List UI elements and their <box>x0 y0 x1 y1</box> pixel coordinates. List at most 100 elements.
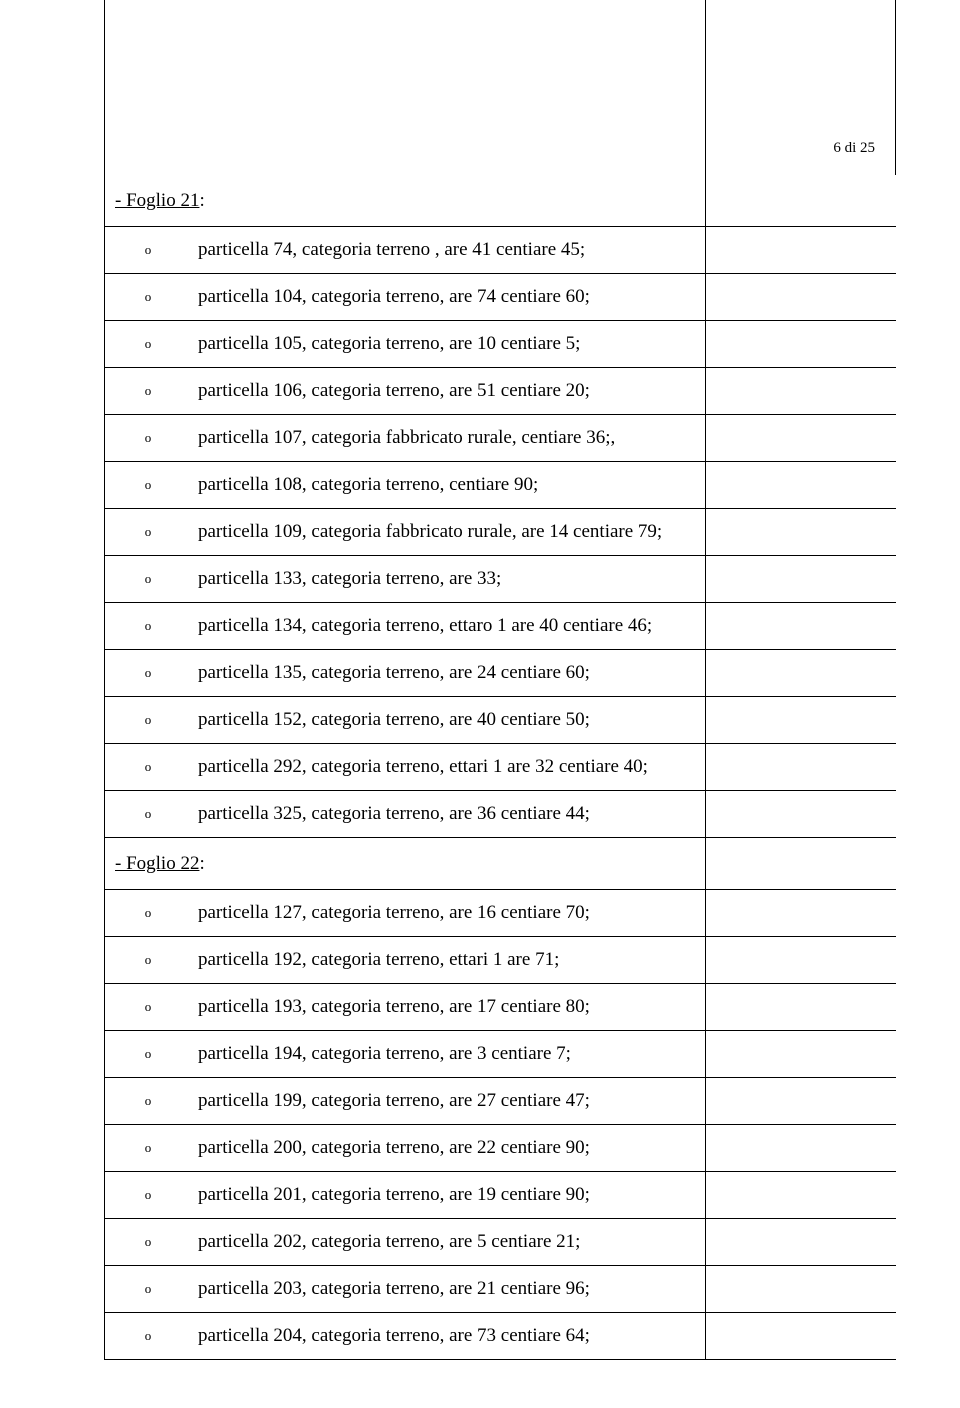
bullet-icon: o <box>143 1093 153 1109</box>
item-row: oparticella 104, categoria terreno, are … <box>0 274 960 321</box>
col-right <box>706 984 896 1031</box>
bullet-icon: o <box>143 712 153 728</box>
col-mid: oparticella 193, categoria terreno, are … <box>105 984 706 1031</box>
item-content: oparticella 107, categoria fabbricato ru… <box>105 427 705 449</box>
col-left <box>0 937 105 984</box>
col-left <box>0 890 105 937</box>
item-row: o particella 192, categoria terreno, etta… <box>0 937 960 984</box>
col-right <box>706 274 896 321</box>
col-mid: oparticella 135, categoria terreno, are … <box>105 650 706 697</box>
bullet-icon: o <box>143 806 153 822</box>
col-left <box>0 744 105 791</box>
col-mid: oparticella 104, categoria terreno, are … <box>105 274 706 321</box>
section-header-row: - Foglio 21: <box>0 175 960 227</box>
col-right <box>706 744 896 791</box>
item-content: o particella 105, categoria terreno, are… <box>105 333 705 355</box>
col-right <box>706 1172 896 1219</box>
col-right <box>706 1266 896 1313</box>
item-content: oparticella 292, categoria terreno, etta… <box>105 756 705 778</box>
item-row: o particella 133, categoria terreno, are … <box>0 556 960 603</box>
item-text: particella 135, categoria terreno, are 2… <box>198 662 705 684</box>
bullet-icon: o <box>143 999 153 1015</box>
bullet-icon: o <box>143 1140 153 1156</box>
section-title: - Foglio 22 <box>115 853 199 874</box>
item-content: oparticella 193, categoria terreno, are … <box>105 996 705 1018</box>
section-colon: : <box>199 190 204 211</box>
bullet-icon: o <box>143 242 153 258</box>
item-text: particella 134, categoria terreno, ettar… <box>198 615 705 637</box>
item-content: oparticella 109, categoria fabbricato ru… <box>105 521 705 543</box>
item-row: oparticella 292, categoria terreno, etta… <box>0 744 960 791</box>
col-mid: oparticella 109, categoria fabbricato ru… <box>105 509 706 556</box>
item-text: particella 133, categoria terreno, are 3… <box>198 568 705 590</box>
header-col-mid <box>105 0 706 175</box>
bullet-icon: o <box>143 1328 153 1344</box>
col-left <box>0 509 105 556</box>
item-text: particella 325, categoria terreno, are 3… <box>198 803 705 825</box>
bullet-icon: o <box>143 618 153 634</box>
item-row: oparticella 108, categoria terreno, cent… <box>0 462 960 509</box>
col-right <box>706 1313 896 1360</box>
item-row: oparticella 193, categoria terreno, are … <box>0 984 960 1031</box>
col-right <box>706 368 896 415</box>
item-text: particella 192, categoria terreno, ettar… <box>198 949 705 971</box>
col-right <box>706 509 896 556</box>
bullet-icon: o <box>143 289 153 305</box>
col-right <box>706 1078 896 1125</box>
item-content: o particella 133, categoria terreno, are … <box>105 568 705 590</box>
bullet-icon: o <box>143 952 153 968</box>
col-left <box>0 838 105 890</box>
col-right <box>706 227 896 274</box>
col-right <box>706 890 896 937</box>
header-col-left <box>0 0 105 175</box>
col-mid: oparticella 199, categoria terreno, are … <box>105 1078 706 1125</box>
item-row: oparticella 200, categoria terreno, are … <box>0 1125 960 1172</box>
item-content: o particella 204, categoria terreno, are … <box>105 1325 705 1347</box>
section-colon: : <box>199 853 204 874</box>
col-left <box>0 1125 105 1172</box>
col-mid: oparticella 194, categoria terreno, are … <box>105 1031 706 1078</box>
bullet-icon: o <box>143 1187 153 1203</box>
bullet-icon: o <box>143 336 153 352</box>
bullet-icon: o <box>143 571 153 587</box>
col-right <box>706 415 896 462</box>
item-row: oparticella 194, categoria terreno, are … <box>0 1031 960 1078</box>
col-mid: o particella 74, categoria terreno , are … <box>105 227 706 274</box>
item-row: o particella 134, categoria terreno, etta… <box>0 603 960 650</box>
col-left <box>0 984 105 1031</box>
item-text: particella 127, categoria terreno, are 1… <box>198 902 705 924</box>
item-row: oparticella 201, categoria terreno, are … <box>0 1172 960 1219</box>
item-content: o particella 325, categoria terreno, are … <box>105 803 705 825</box>
item-text: particella 74, categoria terreno , are 4… <box>198 239 705 261</box>
col-mid: oparticella 201, categoria terreno, are … <box>105 1172 706 1219</box>
col-right <box>706 1125 896 1172</box>
item-content: o particella 192, categoria terreno, etta… <box>105 949 705 971</box>
col-mid: o particella 134, categoria terreno, etta… <box>105 603 706 650</box>
col-left <box>0 1031 105 1078</box>
item-row: o particella 325, categoria terreno, are … <box>0 791 960 838</box>
col-left <box>0 274 105 321</box>
item-text: particella 204, categoria terreno, are 7… <box>198 1325 705 1347</box>
col-left <box>0 1078 105 1125</box>
bottom-spacer <box>0 1360 960 1408</box>
header-row <box>0 0 960 175</box>
col-mid: o particella 204, categoria terreno, are … <box>105 1313 706 1360</box>
item-text: particella 202, categoria terreno, are 5… <box>198 1231 705 1253</box>
col-left <box>0 791 105 838</box>
item-content: oparticella 127, categoria terreno, are … <box>105 902 705 924</box>
col-mid: o particella 325, categoria terreno, are … <box>105 791 706 838</box>
col-left <box>0 321 105 368</box>
bullet-icon: o <box>143 1281 153 1297</box>
item-content: oparticella 106, categoria terreno, are … <box>105 380 705 402</box>
bullet-icon: o <box>143 383 153 399</box>
item-content: oparticella 152, categoria terreno, are … <box>105 709 705 731</box>
page-number: 6 di 25 <box>833 140 875 157</box>
col-right <box>706 697 896 744</box>
item-content: oparticella 200, categoria terreno, are … <box>105 1137 705 1159</box>
col-mid: oparticella 200, categoria terreno, are … <box>105 1125 706 1172</box>
bullet-icon: o <box>143 477 153 493</box>
section-header-row: - Foglio 22: <box>0 838 960 890</box>
bullet-icon: o <box>143 759 153 775</box>
col-left <box>0 1219 105 1266</box>
item-row: oparticella 199, categoria terreno, are … <box>0 1078 960 1125</box>
